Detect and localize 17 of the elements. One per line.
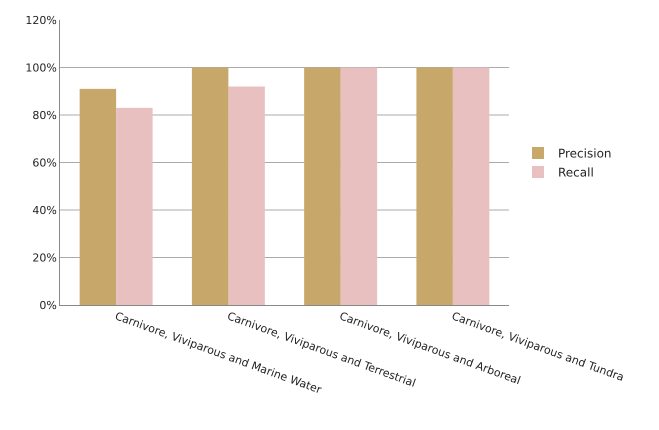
bar	[192, 68, 228, 305]
legend-label: Precision	[558, 146, 612, 161]
y-tick-label: 40%	[32, 204, 57, 217]
y-tick-label: 80%	[32, 108, 57, 122]
bar	[228, 86, 265, 305]
y-tick-label: 20%	[32, 251, 57, 264]
y-tick-label: 120%	[25, 14, 57, 27]
legend-label: Recall	[558, 166, 594, 180]
bar	[304, 68, 341, 305]
bar	[80, 88, 116, 305]
y-tick-label: 0%	[39, 298, 57, 312]
y-tick-label: 60%	[32, 156, 57, 170]
bar	[416, 68, 453, 305]
bar	[452, 68, 490, 305]
y-tick-label: 100%	[25, 61, 57, 74]
bar	[116, 108, 153, 305]
bar	[340, 68, 378, 305]
